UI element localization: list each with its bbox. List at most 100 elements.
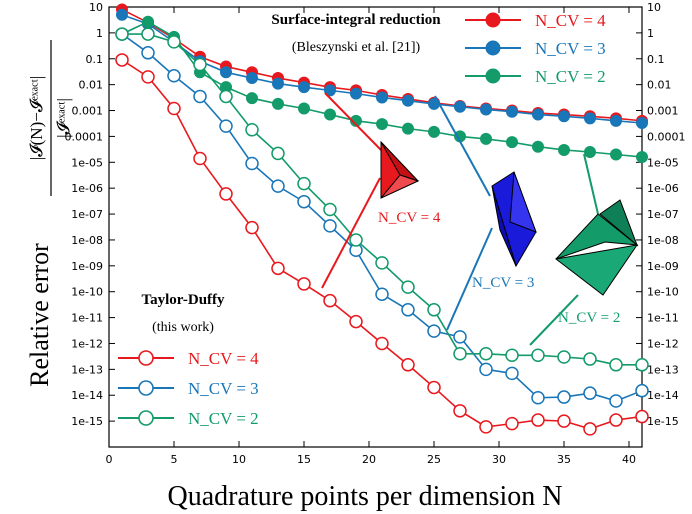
legend-item: N_CV = 2	[465, 67, 606, 86]
legend-taylor-duffy-subtitle: (this work)	[152, 320, 214, 335]
data-point	[375, 287, 389, 301]
y-tick-label-right: 1e-08	[647, 234, 679, 247]
data-point	[505, 348, 519, 363]
legend-marker	[138, 380, 154, 396]
y-tick-label-right: 1	[647, 27, 654, 40]
axis-ticks: 0 5 10 15 20 25 30 35 40 10 10 1 1 0.1 0.1 0.01 0.01 0.00…	[65, 1, 686, 466]
legend-marker	[138, 410, 154, 426]
data-point	[558, 143, 570, 156]
data-point	[609, 394, 623, 408]
data-point	[193, 151, 207, 166]
annotation-ncv3-pointer-lower	[446, 227, 493, 331]
data-point	[610, 148, 622, 161]
series-taylor-duffy-5	[115, 27, 649, 372]
data-point	[323, 293, 337, 308]
x-tick-label: 10	[232, 453, 246, 466]
y-axis-title: Relative error	[25, 243, 54, 387]
data-point	[480, 132, 492, 145]
annotation-ncv4-pointer-upper	[324, 92, 382, 151]
y-tick-label-right: 1e-12	[647, 337, 679, 350]
data-point	[193, 57, 207, 72]
data-point	[350, 87, 362, 100]
y-tick-label-right: 1e-07	[647, 208, 679, 221]
y-tick-label: 1e-07	[71, 208, 103, 221]
series-taylor-duffy-3	[115, 53, 649, 436]
data-point	[272, 77, 284, 90]
data-point	[609, 413, 623, 427]
legend-label: N_CV = 3	[188, 379, 259, 398]
y-tick-label: 0.01	[79, 79, 104, 92]
data-point	[583, 386, 597, 400]
data-point	[323, 202, 337, 217]
data-point	[141, 27, 155, 41]
data-point	[349, 314, 363, 329]
data-point	[375, 336, 389, 351]
y-tick-label: 1	[96, 27, 103, 40]
y-tick-label-right: 0.0001	[647, 130, 686, 143]
y-tick-label: 1e-10	[71, 286, 103, 299]
legend-surface-integral: Surface-integral reduction (Bleszynski e…	[271, 11, 606, 86]
data-point	[375, 256, 389, 270]
data-point	[427, 303, 441, 317]
data-point	[531, 390, 545, 405]
data-point	[220, 66, 232, 79]
data-point	[115, 53, 129, 67]
data-point	[271, 179, 285, 193]
data-point	[246, 72, 258, 85]
y-tick-label-right: 1e-06	[647, 182, 679, 195]
data-point	[557, 350, 571, 364]
red-tetrahedron-icon	[380, 140, 420, 199]
data-point	[479, 420, 493, 434]
data-point	[324, 108, 336, 121]
y-axis-formula-numerator: |𝓘(N)−𝓘ᵉˣᵃᶜᵗ|	[27, 76, 46, 161]
data-point	[245, 156, 259, 171]
annotation-ncv4-label: N_CV = 4	[378, 210, 441, 226]
y-tick-label: 1e-08	[71, 234, 103, 247]
annotation-ncv3-label: N_CV = 3	[472, 275, 534, 291]
y-tick-label: 1e-09	[71, 260, 103, 273]
y-tick-label-right: 1e-05	[647, 156, 679, 169]
y-tick-label-right: 1e-14	[647, 389, 679, 402]
data-point	[454, 100, 466, 113]
data-point	[583, 352, 597, 366]
data-point	[558, 110, 570, 123]
data-point	[532, 108, 544, 121]
data-point	[506, 105, 518, 118]
x-tick-label: 25	[427, 453, 441, 466]
data-point	[376, 91, 388, 104]
legend-marker	[485, 68, 501, 84]
y-tick-label: 0.001	[72, 105, 104, 118]
legend-label: N_CV = 4	[535, 11, 606, 30]
data-point	[531, 348, 545, 363]
data-point	[297, 176, 311, 191]
data-point	[297, 277, 311, 291]
data-point	[298, 102, 310, 115]
legend-label: N_CV = 4	[188, 349, 259, 368]
annotation-ncv4-pointer-lower	[321, 177, 381, 289]
x-tick-label: 0	[106, 453, 113, 466]
y-tick-label: 0.1	[86, 53, 104, 66]
data-point	[141, 70, 155, 84]
data-point	[402, 94, 414, 107]
y-tick-label-right: 1e-10	[647, 286, 679, 299]
y-tick-label: 1e-13	[71, 363, 103, 376]
x-tick-label: 30	[492, 453, 506, 466]
x-tick-label: 15	[297, 453, 311, 466]
data-point	[532, 140, 544, 153]
plot-frame	[108, 6, 643, 448]
x-tick-label: 5	[171, 453, 178, 466]
legend-marker	[485, 40, 501, 56]
y-tick-label: 1e-05	[71, 156, 103, 169]
y-tick-label-right: 1e-13	[647, 363, 679, 376]
data-point	[349, 233, 363, 247]
legend-item: N_CV = 2	[118, 409, 259, 428]
y-tick-label-right: 0.01	[647, 79, 672, 92]
x-tick-label: 20	[362, 453, 376, 466]
data-point	[583, 422, 597, 436]
data-point	[427, 324, 441, 338]
data-point	[115, 27, 129, 41]
data-point	[219, 89, 233, 104]
y-tick-label-right: 1e-09	[647, 260, 679, 273]
data-point	[142, 15, 154, 28]
data-point	[480, 103, 492, 116]
